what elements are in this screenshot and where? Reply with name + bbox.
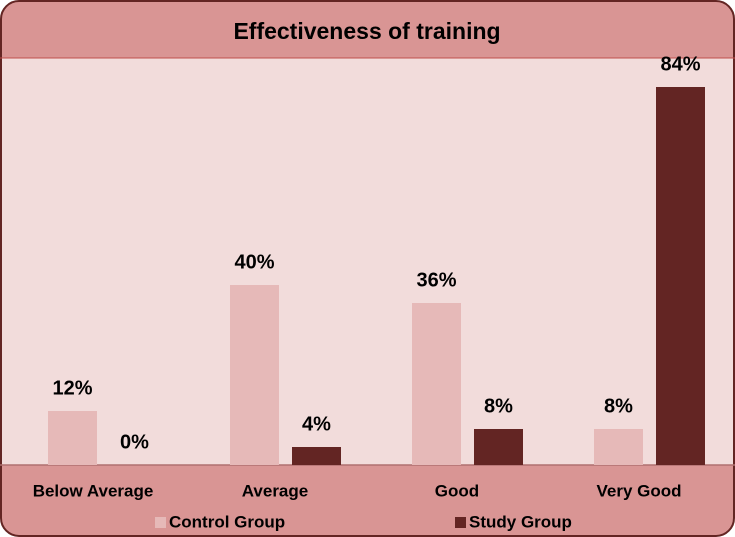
legend-swatch — [155, 517, 166, 528]
data-label: 4% — [302, 413, 331, 435]
data-label: 0% — [120, 431, 149, 453]
chart-title: Effectiveness of training — [233, 18, 500, 44]
bar — [48, 411, 97, 465]
bar — [412, 303, 461, 465]
data-label: 40% — [234, 251, 274, 273]
legend-label: Study Group — [469, 512, 572, 531]
bar — [594, 429, 643, 465]
x-tick-label: Good — [435, 481, 479, 500]
x-tick-label: Average — [242, 481, 308, 500]
bar — [474, 429, 523, 465]
title-band — [1, 1, 734, 58]
data-label: 12% — [52, 377, 92, 399]
axis-band — [1, 465, 734, 536]
legend-swatch — [455, 517, 466, 528]
legend-label: Control Group — [169, 512, 285, 531]
x-tick-label: Below Average — [33, 481, 154, 500]
data-label: 36% — [416, 269, 456, 291]
data-label: 84% — [660, 53, 700, 75]
data-label: 8% — [484, 395, 513, 417]
bar — [656, 87, 705, 465]
data-label: 8% — [604, 395, 633, 417]
bar — [292, 447, 341, 465]
bar — [230, 285, 279, 465]
x-tick-label: Very Good — [596, 481, 681, 500]
